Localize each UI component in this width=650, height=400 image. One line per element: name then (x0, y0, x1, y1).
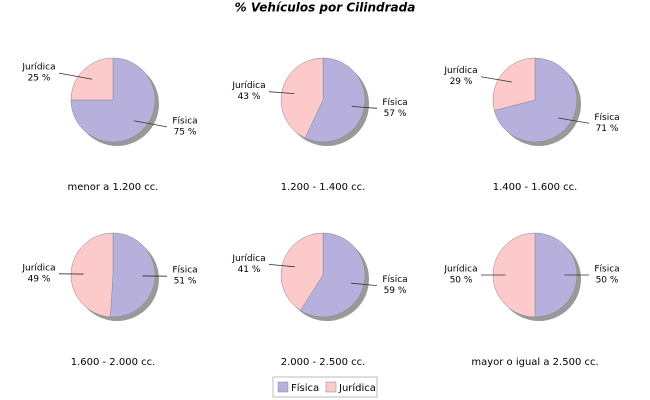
slice-category-label: Jurídica (443, 265, 477, 275)
pie-slice (304, 57, 366, 143)
slice-value-label: 50 % (450, 276, 473, 286)
pie-title: 1.600 - 2.000 cc. (71, 357, 156, 368)
pie-title: menor a 1.200 cc. (68, 182, 159, 193)
slice-value-label: 50 % (596, 276, 619, 286)
slice-value-label: 49 % (28, 274, 51, 284)
legend-swatch (277, 381, 289, 393)
leader-line (133, 120, 168, 128)
slice-category-label: Física (172, 266, 197, 276)
leader-line (480, 76, 512, 83)
legend-swatch (325, 381, 337, 393)
slice-category-label: Jurídica (231, 81, 265, 91)
pie-title: 1.400 - 1.600 cc. (493, 182, 578, 193)
pie-slice (280, 232, 324, 311)
slice-category-label: Física (382, 275, 407, 285)
slice-category-label: Jurídica (21, 263, 55, 273)
slice-value-label: 43 % (238, 92, 261, 102)
pie-slice (70, 232, 114, 318)
pie-title: mayor o igual a 2.500 cc. (471, 357, 598, 368)
slice-value-label: 71 % (596, 124, 619, 134)
leader-line (268, 91, 295, 94)
slice-category-label: Jurídica (443, 66, 477, 76)
legend-label: Física (291, 382, 319, 394)
pie-title: 2.000 - 2.500 cc. (281, 357, 366, 368)
leader-line (351, 282, 378, 286)
legend-box (272, 376, 378, 398)
slice-value-label: 59 % (384, 286, 407, 296)
pie-slice (492, 57, 536, 111)
leader-line (268, 264, 295, 268)
pie-title: 1.200 - 1.400 cc. (281, 182, 366, 193)
slice-category-label: Física (382, 98, 407, 108)
leader-line (58, 72, 93, 80)
slice-category-label: Física (594, 265, 619, 275)
slice-value-label: 75 % (174, 127, 197, 137)
leader-line (351, 106, 378, 109)
slice-category-label: Jurídica (231, 254, 265, 264)
slice-category-label: Física (172, 116, 197, 126)
slice-value-label: 51 % (174, 277, 197, 287)
slice-value-label: 25 % (28, 74, 51, 84)
slice-category-label: Física (594, 113, 619, 123)
pie-slice (494, 57, 578, 143)
slice-value-label: 57 % (384, 109, 407, 119)
pie-slice (280, 57, 324, 139)
pie-slice (300, 232, 366, 318)
chart-title: % Vehículos por Cilindrada (235, 1, 416, 15)
legend-label: Jurídica (338, 382, 376, 394)
slice-category-label: Jurídica (21, 63, 55, 73)
leader-line (558, 117, 590, 124)
slice-value-label: 41 % (238, 265, 261, 275)
slice-value-label: 29 % (450, 77, 473, 87)
